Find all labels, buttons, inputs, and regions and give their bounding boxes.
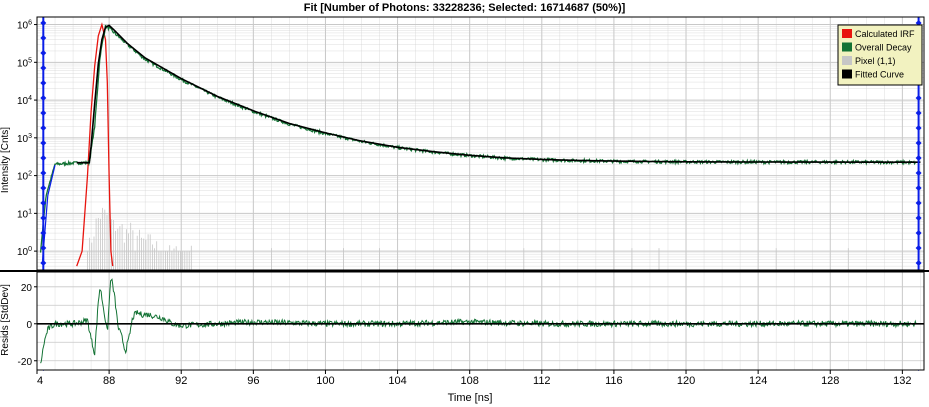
legend-label: Overall Decay	[855, 43, 912, 53]
marker-handle[interactable]	[40, 110, 47, 116]
marker-handle[interactable]	[40, 65, 47, 71]
legend-label: Calculated IRF	[855, 29, 915, 39]
marker-handle[interactable]	[40, 215, 47, 221]
legend-swatch	[842, 69, 852, 79]
series-fitted-curve	[76, 24, 921, 164]
intensity-tick-label: 102	[17, 171, 32, 183]
time-tick-label: 132	[893, 375, 911, 387]
intensity-tick-label: 105	[17, 57, 32, 69]
residual-tick-label: -20	[18, 357, 33, 368]
legend-label: Fitted Curve	[855, 70, 904, 80]
time-tick-label: 124	[749, 375, 767, 387]
legend-swatch	[842, 56, 852, 65]
time-tick-label: 128	[821, 375, 839, 387]
legend-label: Pixel (1,1)	[855, 56, 896, 66]
time-tick-label: 4	[37, 375, 43, 387]
legend-swatch	[842, 29, 852, 38]
time-tick-label: 112	[533, 375, 551, 387]
marker-handle[interactable]	[40, 95, 47, 101]
marker-handle[interactable]	[915, 215, 922, 221]
intensity-axis-label: Intensity [Cnts]	[0, 127, 11, 193]
marker-handle[interactable]	[40, 170, 47, 176]
decay-rise-segment	[41, 164, 56, 263]
intensity-tick-label: 100	[17, 246, 32, 258]
time-tick-label: 108	[461, 375, 479, 387]
residuals-plot[interactable]: -20 0 20 4 88 92 96 100 104 108 112 116 120 124 128 132	[0, 270, 929, 387]
intensity-plot[interactable]: 100 101 102 103 104 105 106	[17, 16, 925, 371]
marker-handle[interactable]	[40, 140, 47, 146]
marker-handle[interactable]	[40, 80, 47, 86]
marker-handle[interactable]	[915, 155, 922, 161]
legend: Calculated IRF Overall Decay Pixel (1,1) Fi…	[837, 24, 923, 86]
series-irf	[76, 22, 114, 267]
marker-handle[interactable]	[915, 95, 922, 101]
marker-handle[interactable]	[40, 35, 47, 41]
intensity-tick-label: 104	[17, 95, 32, 107]
marker-handle[interactable]	[40, 185, 47, 191]
marker-handle[interactable]	[915, 140, 922, 146]
marker-handle[interactable]	[40, 155, 47, 161]
intensity-tick-label: 101	[17, 208, 32, 220]
marker-handle[interactable]	[915, 110, 922, 116]
marker-handle[interactable]	[40, 125, 47, 131]
marker-handle[interactable]	[915, 200, 922, 206]
residual-tick-label: 20	[21, 283, 33, 294]
marker-handle[interactable]	[915, 125, 922, 131]
marker-handle[interactable]	[915, 170, 922, 176]
series-pixel	[87, 207, 849, 270]
time-tick-label: 120	[677, 375, 695, 387]
marker-handle[interactable]	[915, 245, 922, 251]
residuals-axis-label: Resids [StdDev]	[0, 284, 11, 356]
time-tick-label: 92	[175, 375, 187, 387]
time-tick-label: 104	[388, 375, 406, 387]
time-tick-label: 96	[247, 375, 259, 387]
intensity-tick-label: 103	[17, 133, 32, 145]
marker-handle[interactable]	[915, 185, 922, 191]
time-tick-label: 100	[316, 375, 334, 387]
legend-swatch	[842, 42, 852, 52]
residual-tick-label: 0	[26, 320, 32, 331]
marker-handle[interactable]	[40, 260, 47, 266]
time-tick-label: 116	[605, 375, 623, 387]
time-tick-label: 88	[103, 375, 115, 387]
time-axis-label: Time [ns]	[448, 392, 493, 404]
marker-handle[interactable]	[40, 20, 47, 26]
intensity-tick-label: 106	[17, 20, 32, 32]
marker-handle[interactable]	[915, 230, 922, 236]
chart-title: Fit [Number of Photons: 33228236; Select…	[303, 2, 626, 14]
marker-handle[interactable]	[40, 200, 47, 206]
marker-handle[interactable]	[915, 260, 922, 266]
marker-handle[interactable]	[40, 50, 47, 56]
